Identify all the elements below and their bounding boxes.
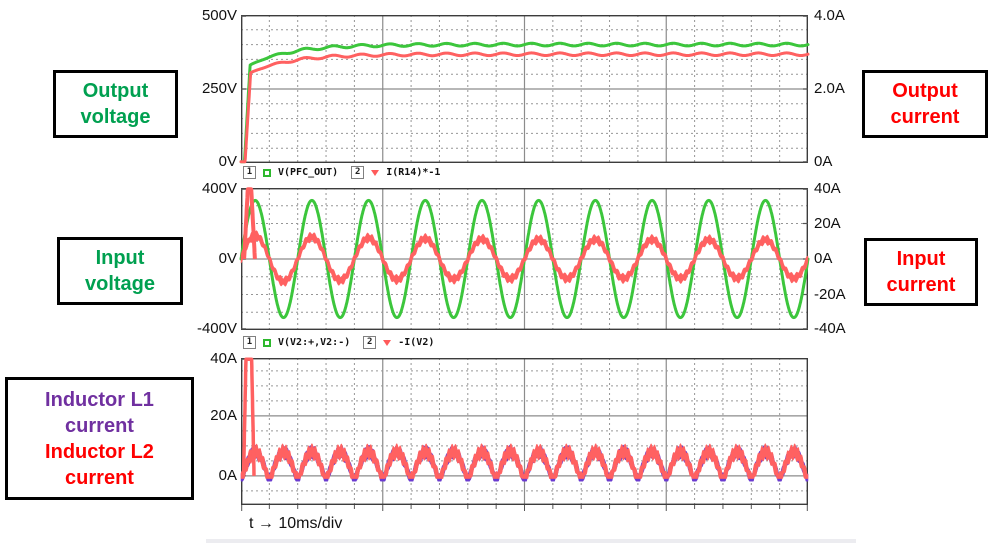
axis-tick-label-left: 500V: [201, 7, 237, 25]
input-voltage-label-line2: voltage: [84, 273, 156, 295]
axis-tick-label-left: 250V: [201, 80, 237, 97]
output-voltage-label-line2: voltage: [80, 106, 151, 128]
axis-tick-label-right: 0A: [814, 250, 833, 267]
axis-tick-label-right: 20A: [814, 214, 841, 232]
input-current-label-line1: Input: [896, 248, 946, 270]
red-triangle-marker-icon: [371, 169, 380, 176]
legend-series2-number: 2: [351, 166, 365, 179]
legend-series1-number: 1: [243, 336, 256, 349]
legend-row-input: 1 V(V2:+,V2:-) 2 -I(V2): [243, 336, 434, 349]
axis-tick-label-left: 400V: [201, 180, 237, 198]
inductor-l1-label-line2: current: [65, 414, 134, 437]
axis-tick-label-left: 40A: [210, 350, 237, 368]
input-voltage-current-plot: [239, 187, 810, 331]
time-axis-label: t → 10ms/div: [249, 515, 343, 532]
output-voltage-label-box: Output voltage: [53, 70, 178, 138]
input-current-label-line2: current: [886, 274, 956, 296]
axis-tick-label-right: 0A: [814, 152, 833, 170]
inductor-current-label-box: Inductor L1 current Inductor L2 current: [5, 377, 194, 500]
bottom-divider-strip: [206, 539, 856, 543]
output-voltage-label-line1: Output: [82, 80, 149, 102]
legend-series1-label: V(PFC_OUT): [278, 167, 339, 178]
input-voltage-label-line1: Input: [95, 247, 145, 269]
axis-tick-label-left: 0A: [218, 466, 237, 484]
output-current-label-line1: Output: [892, 80, 958, 102]
output-current-label-box: Output current: [862, 70, 988, 138]
axis-tick-label-right: 2.0A: [814, 80, 845, 97]
axis-tick-label-left: 20A: [210, 406, 237, 424]
red-triangle-marker-icon: [383, 339, 392, 346]
inductor-l2-label-line1: Inductor L2: [45, 440, 154, 463]
inductor-l2-label-line2: current: [65, 466, 134, 489]
output-current-label-line2: current: [890, 106, 960, 128]
input-voltage-label-box: Input voltage: [57, 237, 183, 305]
axis-tick-label-left: 0V: [218, 152, 237, 170]
axis-tick-label-right: -40A: [814, 319, 846, 337]
output-voltage-current-plot: [239, 14, 810, 164]
input-current-label-box: Input current: [864, 238, 978, 306]
legend-series2-number: 2: [363, 336, 377, 349]
legend-series2-label: -I(V2): [398, 337, 435, 348]
inductor-current-plot: [240, 357, 809, 511]
axis-tick-label-right: -20A: [814, 285, 846, 303]
legend-series2-label: I(R14)*-1: [386, 167, 441, 178]
legend-row-output: 1 V(PFC_OUT) 2 I(R14)*-1: [243, 166, 440, 179]
axis-tick-label-right: 40A: [814, 180, 841, 198]
inductor-l1-label-line1: Inductor L1: [45, 388, 154, 411]
axis-tick-label-right: 4.0A: [814, 7, 845, 25]
axis-tick-label-left: -400V: [196, 319, 237, 337]
legend-series1-number: 1: [243, 166, 256, 179]
legend-series1-label: V(V2:+,V2:-): [278, 337, 351, 348]
green-square-marker-icon: [263, 338, 271, 347]
axis-tick-label-left: 0V: [218, 250, 237, 267]
green-square-marker-icon: [263, 168, 271, 177]
